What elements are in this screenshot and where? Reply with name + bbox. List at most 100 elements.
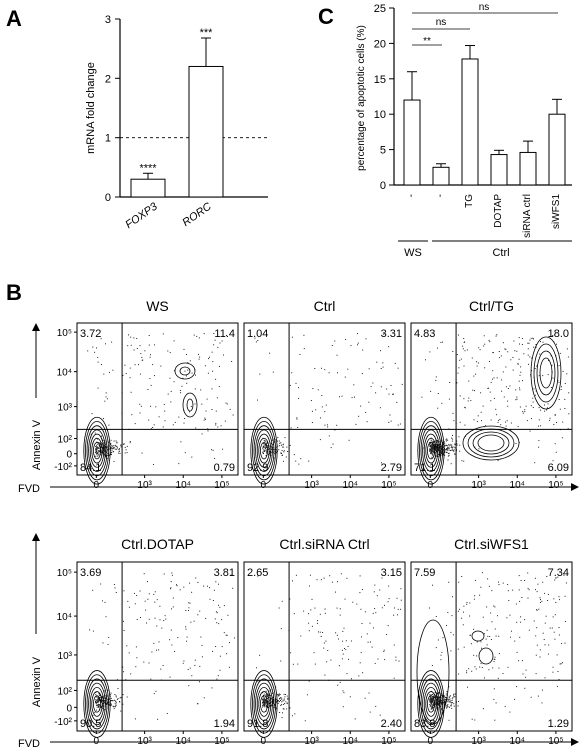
flow-dot (108, 454, 110, 456)
flow-dot (542, 581, 544, 583)
panel-c-bracket-label: ns (436, 17, 447, 28)
flow-dot (516, 396, 518, 398)
flow-dot (474, 719, 476, 721)
flow-dot (476, 641, 478, 643)
flow-dot (553, 631, 555, 633)
flow-dot (451, 447, 453, 449)
flow-dot (158, 641, 160, 643)
flow-dot (262, 705, 264, 707)
flow-dot (100, 701, 102, 702)
flow-dot (303, 334, 305, 336)
flow-dot (421, 396, 423, 398)
flow-dot (126, 445, 128, 447)
flow-dot (120, 446, 122, 448)
flow-contour (530, 336, 562, 410)
flow-dot (144, 600, 146, 602)
flow-dot (335, 591, 336, 593)
flow-dot (334, 429, 336, 431)
flow-dot (457, 372, 459, 374)
flow-dot (266, 702, 268, 704)
flow-dot (512, 369, 514, 371)
quadrant-upper-right: 11.4 (214, 328, 235, 340)
flow-dot (430, 704, 431, 706)
flow-dot (533, 388, 535, 390)
flow-dot (536, 644, 538, 646)
flow-dot (551, 627, 553, 629)
flow-dot (516, 398, 518, 400)
flow-dot (386, 634, 388, 635)
flow-dot (113, 460, 115, 462)
flow-dot (390, 420, 392, 422)
flow-dot (198, 337, 200, 339)
flow-dot (432, 448, 434, 450)
flow-dot (331, 581, 333, 583)
fvd-axis-label-bottom: FVD (18, 738, 40, 750)
flow-dot (98, 451, 100, 452)
flow-dot (275, 708, 277, 710)
flow-dot (270, 701, 272, 703)
flow-dot (463, 611, 464, 613)
flow-dot (152, 427, 154, 428)
flow-dot (275, 707, 277, 709)
flow-dot (534, 368, 536, 370)
flow-dot (289, 707, 291, 709)
flow-dot (514, 640, 516, 642)
flow-dot (530, 337, 532, 339)
flow-dot (286, 446, 288, 448)
flow-dot (123, 630, 125, 631)
flow-dot (101, 706, 102, 708)
flow-dot (430, 445, 432, 447)
flow-dot (435, 439, 437, 441)
flow-dot (527, 348, 529, 350)
flow-dot (263, 705, 265, 706)
flow-dot (361, 589, 363, 590)
flow-dot (218, 583, 219, 585)
panel-c-xtick-label: - (406, 194, 417, 197)
flow-dot (388, 393, 390, 395)
flow-dot (568, 392, 570, 394)
flow-dot (328, 435, 330, 437)
flow-dot (120, 696, 122, 698)
flow-dot (107, 453, 109, 455)
flow-dot (173, 340, 175, 342)
panel-c-ytick-label: 0 (380, 180, 386, 192)
flow-dot (509, 711, 511, 713)
flow-dot (147, 389, 149, 390)
flow-dot (468, 380, 470, 382)
flow-dot (494, 719, 496, 721)
flow-dot (448, 719, 450, 721)
flow-dot (104, 709, 106, 711)
flow-dot (186, 636, 188, 638)
flow-dot (435, 695, 437, 697)
flow-plot-frame (243, 322, 406, 476)
flow-dot (476, 655, 478, 657)
flow-contour (539, 357, 553, 389)
flow-dot (98, 703, 99, 705)
flow-dot (430, 447, 432, 449)
flow-dot (470, 400, 472, 402)
flow-contour (256, 433, 272, 468)
flow-dot (270, 689, 272, 691)
flow-dot (532, 397, 534, 399)
flow-xtick-label: 10³ (304, 480, 319, 491)
flow-xtick-label: 10⁵ (381, 480, 396, 491)
flow-dot (559, 663, 561, 665)
flow-dot (457, 610, 459, 612)
quadrant-lower-right: 2.79 (381, 462, 402, 474)
flow-dot (357, 342, 359, 344)
flow-dot (431, 700, 433, 702)
flow-dot (277, 693, 279, 695)
flow-dot (345, 640, 347, 642)
flow-dot (339, 614, 341, 616)
flow-dot (169, 377, 171, 379)
flow-dot (553, 598, 555, 600)
flow-dot (219, 669, 221, 671)
flow-dot (298, 397, 300, 399)
flow-dot (555, 602, 557, 603)
flow-dot (283, 693, 285, 695)
flow-dot (477, 362, 479, 364)
flow-dot (429, 698, 431, 700)
flow-dot (215, 378, 217, 380)
flow-dot (287, 698, 289, 700)
flow-dot (442, 441, 444, 443)
